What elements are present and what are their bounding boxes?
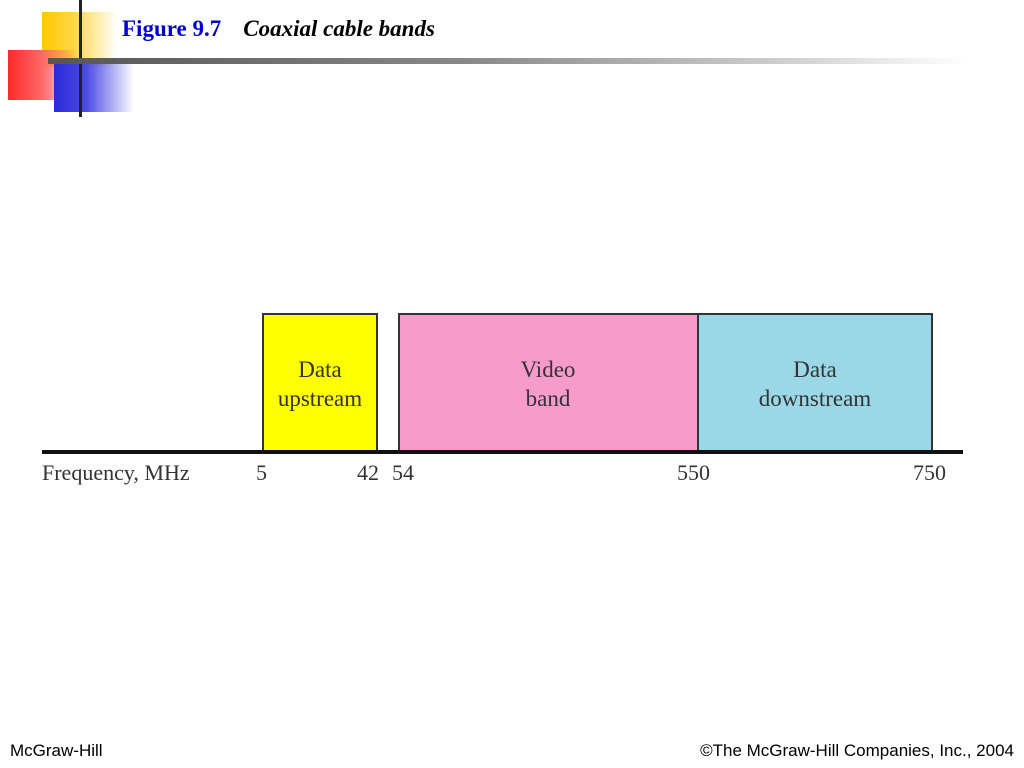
tick-label: 5 xyxy=(256,460,267,485)
tick-label: 54 xyxy=(392,460,414,485)
band-label-line: Data xyxy=(298,357,341,382)
tick-label: 750 xyxy=(913,460,946,485)
band-data-downstream xyxy=(697,313,933,453)
band-data-upstream xyxy=(262,313,378,453)
band-label-line: Video xyxy=(521,357,576,382)
figure-label: Figure 9.7 xyxy=(122,16,222,41)
band-label-line: upstream xyxy=(278,386,362,411)
footer-publisher: McGraw-Hill xyxy=(10,741,103,760)
axis-label: Frequency, MHz xyxy=(42,460,190,485)
band-label-line: downstream xyxy=(759,386,872,411)
figure-caption: Coaxial cable bands xyxy=(243,16,435,41)
title-underline xyxy=(48,58,968,64)
tick-label: 42 xyxy=(357,460,379,485)
band-label-line: Data xyxy=(793,357,836,382)
decor-blue-square xyxy=(54,60,134,112)
band-video xyxy=(398,313,699,453)
band-label-line: band xyxy=(526,386,571,411)
tick-label: 550 xyxy=(677,460,710,485)
footer-copyright: ©The McGraw-Hill Companies, Inc., 2004 xyxy=(700,741,1014,760)
slide-title: Figure 9.7 Coaxial cable bands xyxy=(122,16,435,42)
